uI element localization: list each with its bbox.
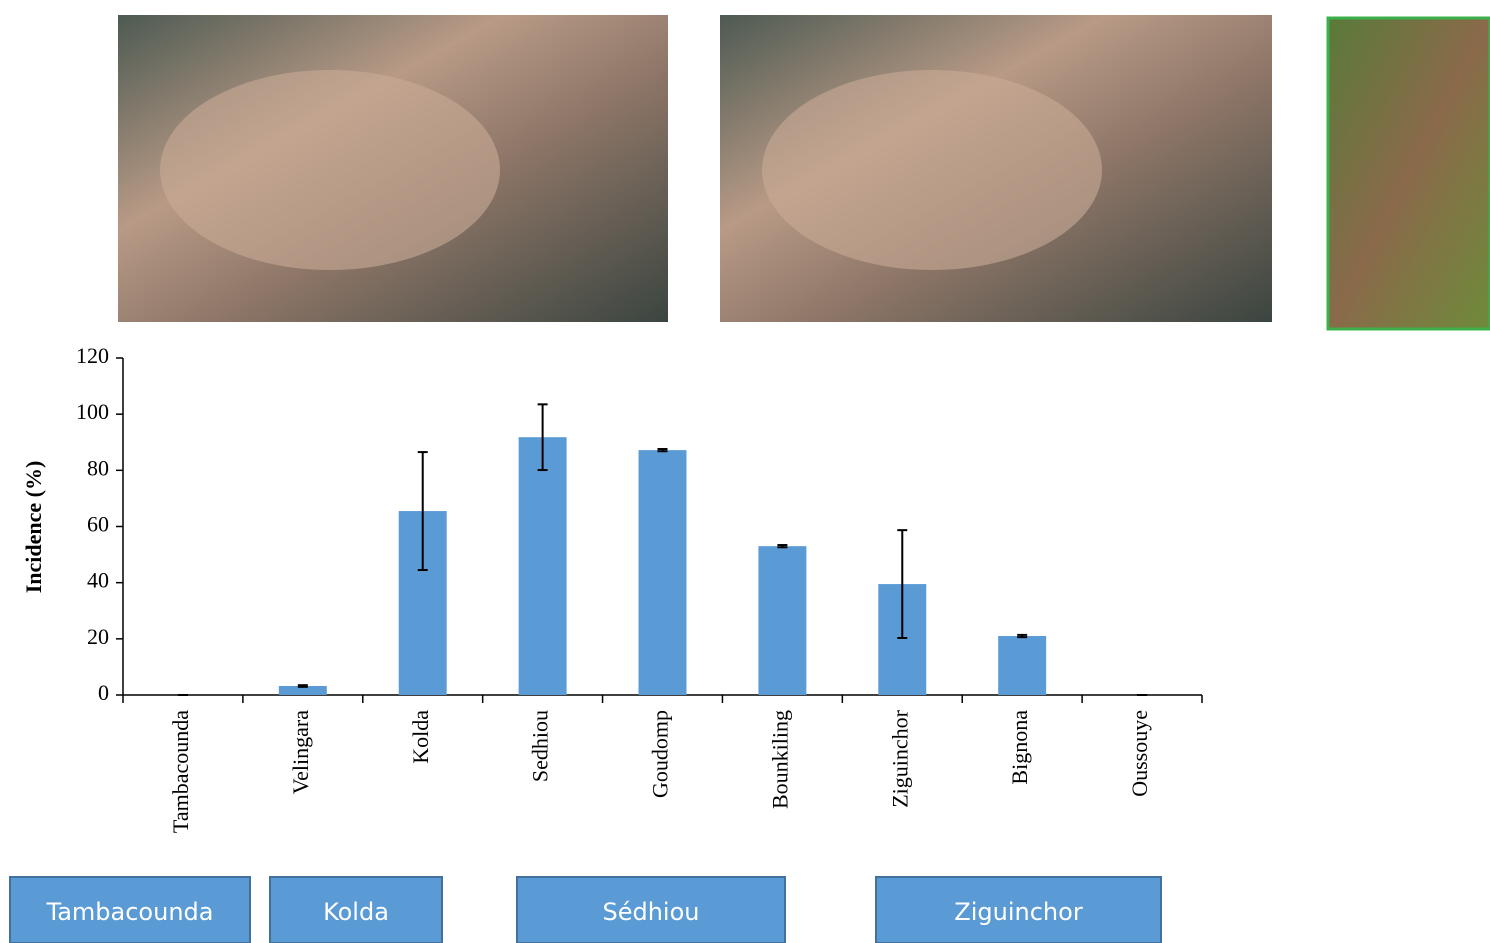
y-tick-label: 100 — [76, 399, 109, 424]
bar — [758, 546, 807, 695]
x-tick-label: Goudomp — [648, 710, 673, 798]
photo-detail — [160, 70, 500, 270]
region-label: Kolda — [323, 898, 389, 926]
y-axis-label: Incidence (%) — [21, 461, 46, 594]
x-tick-label: Kolda — [408, 710, 433, 764]
y-tick-label: 0 — [98, 680, 109, 705]
y-tick-label: 20 — [87, 624, 109, 649]
x-tick-label: Sedhiou — [528, 710, 553, 782]
region-box — [875, 876, 1162, 943]
error-bar — [657, 447, 668, 453]
x-tick-label: Bounkiling — [767, 710, 792, 809]
region-box — [269, 876, 443, 943]
x-tick-label: Velingara — [288, 710, 313, 795]
photo-detail — [762, 70, 1102, 270]
photos — [118, 15, 1490, 331]
bar — [638, 450, 687, 695]
y-tick-label: 40 — [87, 568, 109, 593]
bar — [998, 636, 1047, 695]
region-label: Ziguinchor — [954, 898, 1083, 926]
error-bar — [1017, 633, 1028, 639]
y-tick-label: 80 — [87, 455, 109, 480]
error-bar — [297, 684, 308, 688]
bar — [518, 437, 567, 695]
x-tick-label: Ziguinchor — [887, 709, 912, 807]
region-label: Sédhiou — [602, 898, 699, 926]
error-bar — [777, 544, 788, 549]
y-tick-label: 120 — [76, 343, 109, 368]
bar — [278, 686, 327, 695]
region-box — [9, 876, 251, 943]
photo — [1326, 16, 1490, 331]
region-label: Tambacounda — [46, 898, 214, 926]
x-tick-label: Bignona — [1007, 710, 1032, 785]
region-box — [516, 876, 786, 943]
y-tick-label: 60 — [87, 512, 109, 537]
error-bar — [537, 403, 548, 472]
x-tick-label: Oussouye — [1127, 710, 1152, 797]
x-tick-label: Tambacounda — [168, 710, 193, 833]
error-bar — [897, 529, 908, 639]
error-bar — [417, 451, 428, 572]
